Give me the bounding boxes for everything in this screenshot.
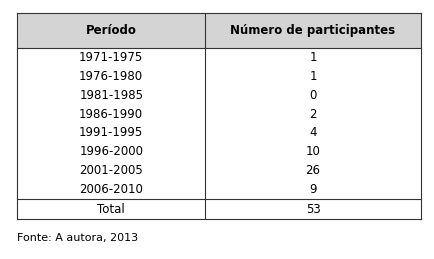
Text: 1996-2000: 1996-2000 <box>79 145 143 159</box>
Bar <box>17 105 205 124</box>
Bar <box>205 180 421 199</box>
Text: Fonte: A autora, 2013: Fonte: A autora, 2013 <box>17 233 138 243</box>
Bar <box>17 13 205 48</box>
Text: Total: Total <box>97 203 125 216</box>
Text: Período: Período <box>86 24 137 37</box>
Text: 1976-1980: 1976-1980 <box>79 70 143 83</box>
Text: 1971-1975: 1971-1975 <box>79 51 143 64</box>
Text: 10: 10 <box>306 145 320 159</box>
Bar <box>205 199 421 219</box>
Bar <box>205 48 421 67</box>
Bar <box>205 142 421 161</box>
Bar <box>17 48 205 67</box>
Text: 1981-1985: 1981-1985 <box>79 89 143 102</box>
Bar <box>205 86 421 105</box>
Bar <box>17 180 205 199</box>
Text: 1991-1995: 1991-1995 <box>79 126 143 140</box>
Text: 2006-2010: 2006-2010 <box>79 183 143 196</box>
Bar <box>205 67 421 86</box>
Text: 4: 4 <box>309 126 317 140</box>
Bar <box>17 86 205 105</box>
Text: Número de participantes: Número de participantes <box>230 24 395 37</box>
Text: 2001-2005: 2001-2005 <box>79 164 143 177</box>
Text: 2: 2 <box>309 107 317 121</box>
Text: 26: 26 <box>306 164 321 177</box>
Bar <box>17 142 205 161</box>
Bar <box>205 13 421 48</box>
Bar <box>17 199 205 219</box>
Bar <box>17 161 205 180</box>
Bar <box>205 161 421 180</box>
Bar <box>17 124 205 142</box>
Bar <box>17 67 205 86</box>
Text: 9: 9 <box>309 183 317 196</box>
Text: 1986-1990: 1986-1990 <box>79 107 143 121</box>
Text: 1: 1 <box>309 70 317 83</box>
Text: 0: 0 <box>309 89 317 102</box>
Text: 1: 1 <box>309 51 317 64</box>
Text: 53: 53 <box>306 203 320 216</box>
Bar <box>205 105 421 124</box>
Bar <box>205 124 421 142</box>
